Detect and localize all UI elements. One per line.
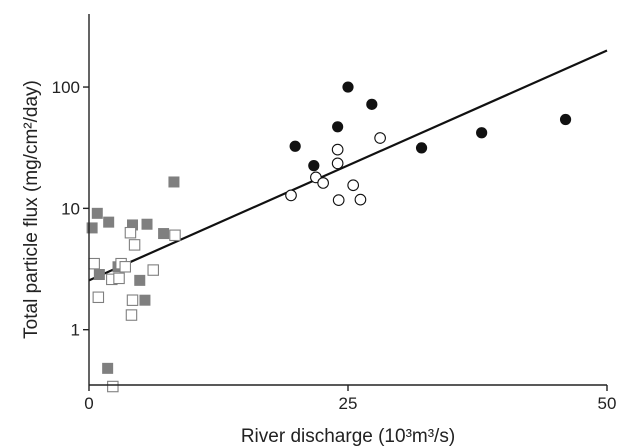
open-circle-point [331, 157, 344, 170]
filled-square-point [91, 207, 103, 219]
x-axis-title: River discharge (10³m³/s) [241, 426, 455, 447]
filled-circle-point [342, 81, 354, 93]
open-square-point [92, 291, 105, 304]
filled-circle-point [415, 142, 428, 154]
filled-square-point [141, 218, 153, 230]
open-circle-point [332, 194, 345, 206]
y-tick-label: 10 [61, 199, 80, 218]
filled-circle-point [366, 98, 378, 110]
open-square-point [113, 272, 125, 285]
open-circle-point [317, 177, 329, 189]
open-square-point [169, 229, 181, 242]
y-axis-title: Total particle flux (mg/cm²/day) [21, 80, 42, 339]
open-square-point [124, 226, 137, 239]
filled-circle-point [308, 160, 320, 172]
filled-circle-point [559, 113, 572, 126]
open-circle-point [331, 143, 344, 156]
ticks: 0 25 50 1 10 100 [52, 78, 617, 413]
open-square-point [88, 257, 100, 270]
open-circle-point [354, 193, 367, 206]
filled-square-point [134, 274, 146, 286]
open-square-point [119, 261, 132, 273]
axes [88, 14, 607, 386]
filled-square-point [168, 176, 180, 188]
open-square-point [126, 294, 139, 306]
x-tick-label: 50 [598, 394, 617, 413]
open-square-point [128, 239, 141, 251]
filled-square-point [103, 216, 115, 228]
y-tick-label: 100 [52, 78, 80, 97]
filled-circle-point [332, 121, 344, 133]
data-points [86, 81, 572, 393]
x-tick-label: 0 [84, 394, 93, 413]
open-circle-point [285, 189, 297, 202]
open-circle-point [347, 179, 360, 192]
x-tick-label: 25 [339, 394, 358, 413]
filled-square-point [139, 294, 151, 306]
open-square-point [107, 380, 119, 393]
fit-line-layer [88, 49, 608, 282]
filled-square-point [102, 362, 114, 374]
regression-line [88, 49, 608, 282]
open-square-point [147, 264, 159, 276]
open-square-point [125, 309, 138, 321]
y-tick-label: 1 [71, 321, 80, 340]
filled-circle-point [476, 127, 488, 139]
filled-square-point [127, 219, 139, 231]
filled-square-point [86, 222, 98, 234]
open-circle-point [374, 132, 386, 144]
filled-circle-point [289, 140, 301, 152]
filled-square-point [158, 228, 170, 240]
filled-square-point [93, 269, 105, 281]
